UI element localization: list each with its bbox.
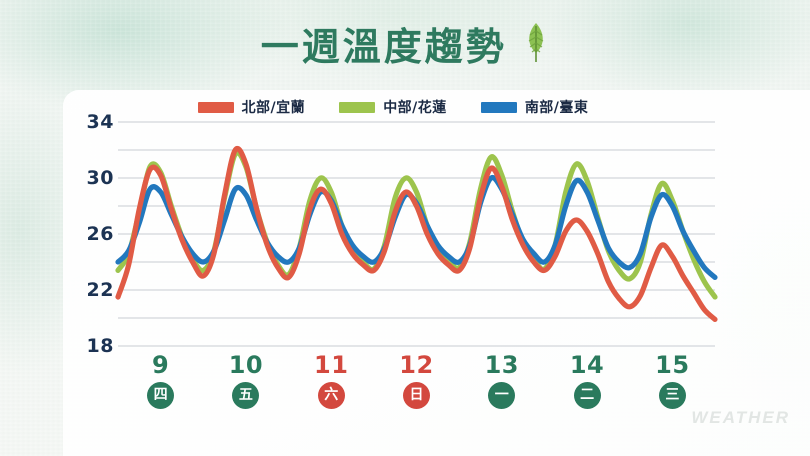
chart-legend: 北部/宜蘭 中部/花蓮 南部/臺東 [63, 97, 723, 117]
x-axis-tick-10: 10 五 [214, 352, 278, 409]
y-axis-labels: 18 22 26 30 34 [78, 111, 114, 357]
legend-label: 南部/臺東 [524, 100, 589, 116]
legend-item-1[interactable]: 北部/宜蘭 [197, 97, 306, 117]
x-axis-tick-12: 12 日 [385, 352, 449, 409]
y-axis-tick: 22 [86, 279, 114, 301]
x-axis-weekday-badge: 三 [658, 382, 686, 409]
x-axis-date: 11 [314, 351, 349, 379]
y-axis-tick: 30 [86, 167, 114, 189]
y-axis-tick: 26 [86, 223, 114, 245]
x-axis-tick-11: 11 六 [299, 352, 363, 409]
blue-swatch [480, 101, 517, 113]
legend-item-3[interactable]: 南部/臺東 [480, 97, 589, 117]
x-axis-date: 9 [152, 351, 170, 379]
x-axis-weekday-badge: 二 [573, 382, 601, 409]
series-line-1 [115, 146, 718, 322]
x-axis-date: 10 [228, 351, 264, 379]
x-axis-date: 15 [655, 351, 690, 379]
watermark-label: WEATHER [691, 408, 790, 427]
legend-item-2[interactable]: 中部/花蓮 [339, 97, 447, 117]
x-axis-tick-15: 15 三 [640, 352, 704, 409]
chart-svg [115, 121, 718, 347]
x-axis-weekday-badge: 四 [147, 382, 175, 409]
green-swatch [339, 101, 376, 113]
leaf-icon [523, 22, 549, 68]
x-axis-date: 14 [569, 351, 605, 379]
x-axis-date: 13 [484, 351, 519, 379]
x-axis-weekday-badge: 六 [317, 382, 345, 409]
page-title-text: 一週溫度趨勢 [260, 25, 507, 69]
chart-plot-area [115, 121, 718, 347]
x-axis-weekday-badge: 五 [232, 382, 260, 409]
legend-label: 中部/花蓮 [383, 100, 447, 116]
x-axis-tick-13: 13 一 [470, 352, 534, 409]
page-title: 一週溫度趨勢 [0, 22, 810, 72]
x-axis-date: 12 [399, 351, 434, 379]
x-axis-weekday-badge: 日 [403, 382, 430, 409]
y-axis-tick: 18 [86, 335, 114, 357]
x-axis-weekday-badge: 一 [488, 382, 516, 409]
x-axis-tick-14: 14 二 [555, 352, 619, 409]
legend-label: 北部/宜蘭 [241, 100, 306, 116]
x-axis-labels: 9 四 10 五 11 六 12 日 13 一 14 二 15 三 [118, 352, 715, 432]
y-axis-tick: 34 [86, 111, 114, 133]
red-swatch [197, 101, 234, 113]
